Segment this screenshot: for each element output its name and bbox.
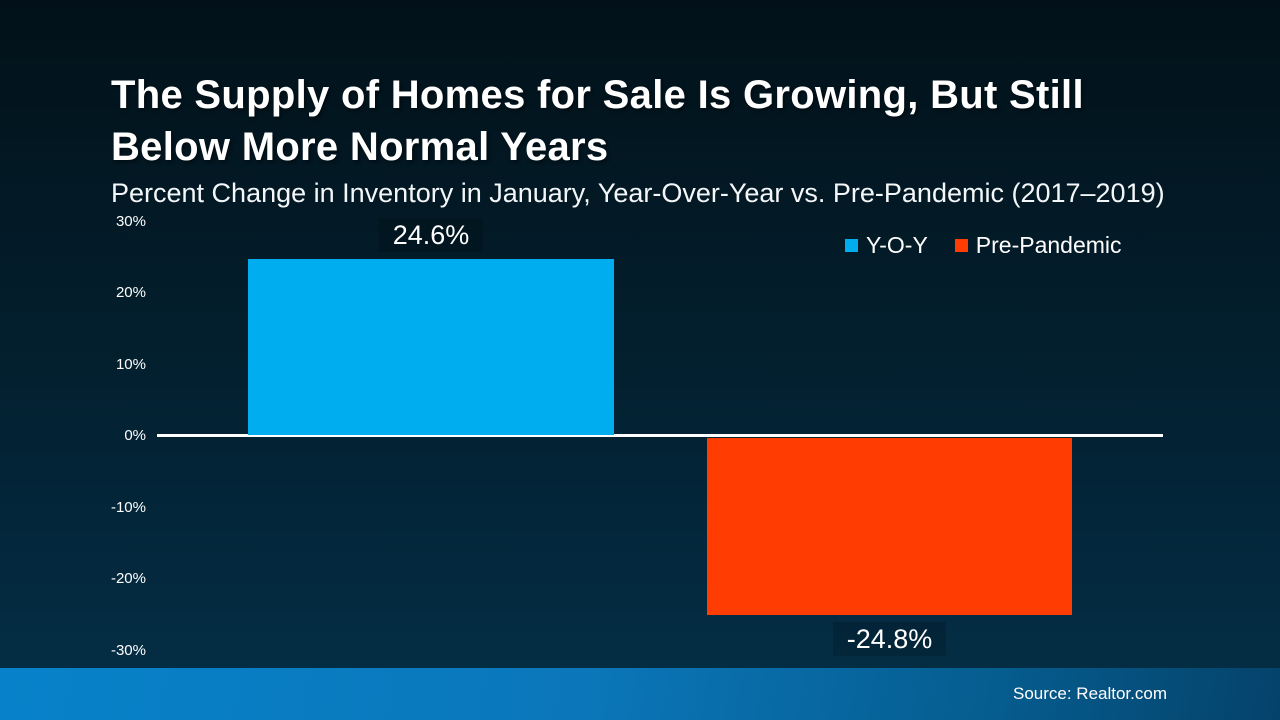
y-axis-tick-label: -10% — [110, 498, 146, 516]
legend-label: Pre-Pandemic — [975, 232, 1122, 258]
data-label-pre-pandemic: -24.8% — [707, 622, 1072, 656]
y-axis-tick-label: 20% — [115, 284, 146, 301]
zero-baseline-axis — [157, 434, 1163, 437]
legend: Y-O-Y Pre-Pandemic — [845, 233, 1122, 257]
legend-label: Y-O-Y — [866, 232, 928, 258]
chart-subtitle: Percent Change in Inventory in January, … — [111, 178, 1165, 209]
bar-pre-pandemic — [707, 438, 1072, 615]
data-label-y-o-y: 24.6% — [248, 218, 614, 252]
y-axis-tick-label: 0% — [124, 427, 146, 444]
footer-bar: Source: Realtor.com — [0, 668, 1280, 720]
legend-item-y-o-y: Y-O-Y — [845, 233, 928, 257]
chart-title: The Supply of Homes for Sale Is Growing,… — [111, 72, 1084, 169]
bar-y-o-y — [248, 259, 614, 435]
y-axis-tick-label: -20% — [110, 570, 146, 587]
y-axis-tick-label: -30% — [110, 641, 146, 659]
legend-item-pre-pandemic: Pre-Pandemic — [954, 232, 1122, 258]
source-text: Source: Realtor.com — [1012, 684, 1167, 703]
y-axis-tick-label: 30% — [115, 212, 146, 230]
legend-swatch-y-o-y — [845, 238, 858, 252]
legend-swatch-pre-pandemic — [954, 238, 968, 252]
y-axis-tick-label: 10% — [115, 355, 146, 373]
